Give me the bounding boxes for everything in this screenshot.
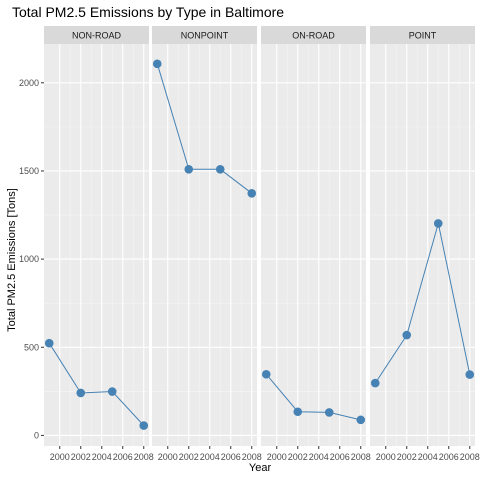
x-tick-label: 2002 bbox=[71, 452, 91, 462]
x-tick-label: 2004 bbox=[92, 452, 112, 462]
facet-strip-label: NON-ROAD bbox=[72, 31, 121, 41]
facet-strip bbox=[261, 26, 366, 44]
x-tick-label: 2006 bbox=[439, 452, 459, 462]
data-point-point-2002 bbox=[402, 330, 412, 340]
facet-on-road: ON-ROAD 2000 2002 2004 2006 2008 bbox=[261, 26, 371, 462]
x-tick-label: 2000 bbox=[158, 452, 178, 462]
data-point-non-road-2002 bbox=[76, 388, 86, 398]
series-line-nonpoint bbox=[156, 63, 253, 194]
data-point-non-road-2005 bbox=[107, 387, 117, 396]
facet-panel-bg bbox=[44, 44, 149, 446]
x-tick-label: 2006 bbox=[113, 452, 133, 462]
data-point-point-1999 bbox=[370, 378, 380, 388]
facet-strip-label: ON-ROAD bbox=[292, 31, 335, 41]
data-point-on-road-2005 bbox=[324, 408, 334, 417]
x-axis-title: Year bbox=[249, 462, 272, 474]
data-point-nonpoint-2008 bbox=[247, 189, 257, 198]
x-tick-label: 2000 bbox=[376, 452, 396, 462]
x-tick-label: 2000 bbox=[50, 452, 70, 462]
facet-nonpoint: NONPOINT 2000 2002 2004 2006 2008 bbox=[152, 26, 262, 462]
y-tick-label: 500 bbox=[24, 342, 39, 352]
y-axis-title: Total PM2.5 Emissions [Tons] bbox=[6, 188, 18, 332]
facet-non-road: NON-ROAD 2000 2002 2004 2006 2008 bbox=[44, 26, 154, 462]
y-tick-label: 1000 bbox=[19, 254, 39, 264]
data-point-point-2008 bbox=[465, 370, 475, 379]
x-tick-label: 2000 bbox=[267, 452, 287, 462]
series-line-on-road bbox=[265, 373, 361, 421]
x-tick-label: 2008 bbox=[460, 452, 480, 462]
facet-strip-label: POINT bbox=[409, 31, 437, 41]
y-tick-label: 0 bbox=[34, 430, 39, 440]
x-tick-label: 2002 bbox=[397, 452, 417, 462]
x-tick-label: 2008 bbox=[242, 452, 262, 462]
x-tick-label: 2004 bbox=[309, 452, 329, 462]
data-point-on-road-2002 bbox=[293, 407, 303, 417]
facet-strip bbox=[44, 26, 149, 44]
facet-point: POINT 2000 2002 2004 2006 2008 bbox=[370, 26, 480, 462]
x-tick-label: 2004 bbox=[200, 452, 220, 462]
series-line-non-road bbox=[48, 342, 145, 426]
x-tick-label: 2002 bbox=[288, 452, 308, 462]
facet-strip-label: NONPOINT bbox=[181, 31, 229, 41]
data-point-nonpoint-2002 bbox=[184, 164, 194, 174]
x-tick-label: 2008 bbox=[351, 452, 371, 462]
series-line-point bbox=[374, 223, 471, 384]
x-tick-label: 2006 bbox=[330, 452, 350, 462]
x-tick-label: 2004 bbox=[418, 452, 438, 462]
data-point-point-2005 bbox=[433, 219, 443, 228]
facet-panel-bg bbox=[152, 44, 257, 446]
y-axis: 0 500 1000 1500 2000 bbox=[19, 78, 44, 440]
chart-title: Total PM2.5 Emissions by Type in Baltimo… bbox=[12, 4, 284, 20]
data-point-on-road-1999 bbox=[261, 369, 271, 379]
y-tick-label: 1500 bbox=[19, 166, 39, 176]
facet-strip bbox=[370, 26, 475, 44]
data-point-nonpoint-1999 bbox=[152, 59, 162, 69]
data-point-non-road-1999 bbox=[44, 338, 54, 348]
x-tick-label: 2006 bbox=[221, 452, 241, 462]
facet-panel-bg bbox=[370, 44, 475, 446]
data-point-on-road-2008 bbox=[356, 415, 366, 425]
facet-strip bbox=[152, 26, 257, 44]
x-tick-label: 2008 bbox=[134, 452, 154, 462]
data-point-nonpoint-2005 bbox=[215, 164, 225, 174]
x-tick-label: 2002 bbox=[179, 452, 199, 462]
facet-panel-bg bbox=[261, 44, 366, 446]
data-point-non-road-2008 bbox=[139, 421, 149, 430]
y-tick-label: 2000 bbox=[19, 78, 39, 88]
